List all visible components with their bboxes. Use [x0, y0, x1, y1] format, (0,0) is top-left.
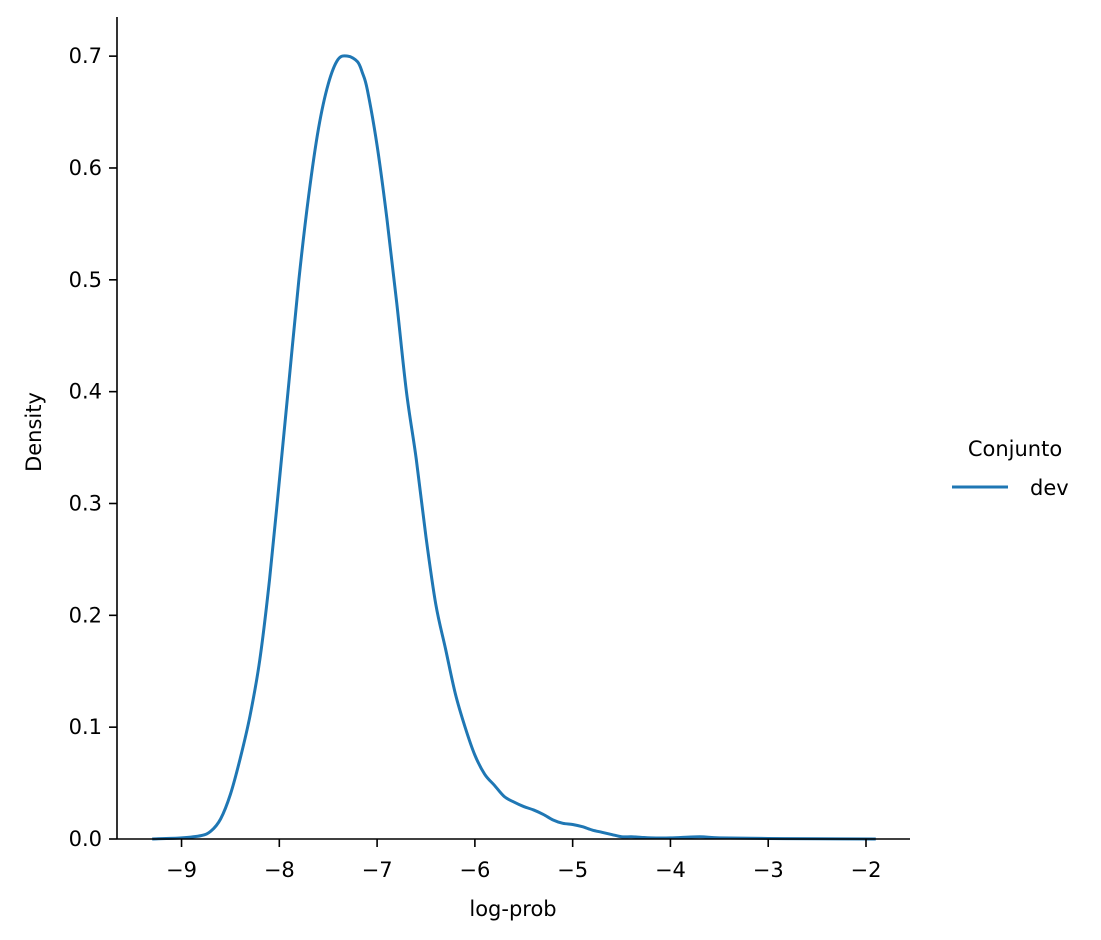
- plot-area: −9 −8 −7 −6 −5 −4 −3 −2 0.00.10.20.30.40.50.60.…: [69, 17, 910, 882]
- x-tick-label: −2: [851, 858, 882, 882]
- x-axis-ticks: −9 −8 −7 −6 −5 −4 −3 −2: [166, 839, 881, 882]
- x-tick-label: −8: [264, 858, 295, 882]
- y-tick-label: 0.6: [69, 156, 102, 180]
- x-tick-label: −4: [655, 858, 686, 882]
- y-tick-label: 0.3: [69, 491, 102, 515]
- y-axis-ticks: 0.0 0.1 0.2 0.3 0.4 0.5 0.6 0.7: [69, 44, 117, 851]
- y-tick-label: 0.7: [69, 44, 102, 68]
- y-tick-label: 0.5: [69, 268, 102, 292]
- x-tick-label: −5: [557, 858, 588, 882]
- series-line-dev: [152, 54, 876, 841]
- y-tick-label: 0.2: [69, 603, 102, 627]
- y-tick-label: 0.4: [69, 380, 102, 404]
- x-tick-label: −6: [459, 858, 490, 882]
- legend: Conjunto dev: [952, 437, 1069, 500]
- x-tick-label: −9: [166, 858, 197, 882]
- x-tick-label: −3: [753, 858, 784, 882]
- x-axis-title: log-prob: [469, 897, 556, 921]
- y-tick-label: 0.1: [69, 715, 102, 739]
- legend-title: Conjunto: [968, 437, 1062, 461]
- x-tick-label: −7: [362, 858, 393, 882]
- legend-label-dev: dev: [1030, 476, 1069, 500]
- y-axis-title: Density: [22, 392, 46, 472]
- y-tick-label: 0.0: [69, 827, 102, 851]
- series-layer: [152, 54, 876, 841]
